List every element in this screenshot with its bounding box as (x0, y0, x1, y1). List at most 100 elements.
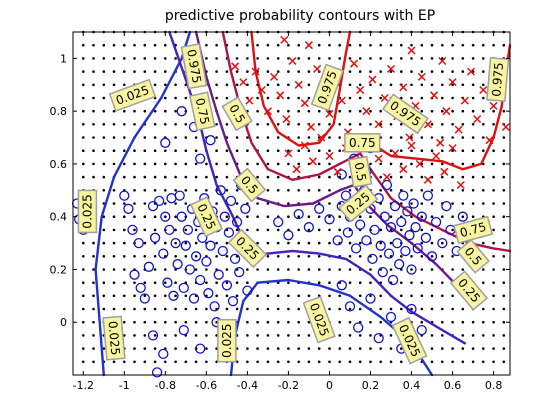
grid-dot (246, 162, 249, 166)
grid-dot (215, 162, 218, 166)
grid-dot (420, 268, 424, 271)
grid-dot (256, 202, 259, 205)
grid-dot (461, 70, 465, 73)
grid-dot (492, 281, 495, 285)
grid-dot (492, 334, 495, 337)
grid-dot (471, 149, 475, 152)
grid-dot (92, 70, 95, 73)
class0-point (406, 303, 417, 315)
grid-dot (451, 189, 454, 192)
grid-dot (164, 281, 167, 285)
grid-dot (502, 215, 506, 218)
grid-dot (133, 109, 136, 113)
grid-dot (451, 254, 454, 258)
grid-dot (184, 162, 188, 166)
grid-dot (266, 162, 270, 166)
contour-label-box (232, 167, 267, 203)
class0-point (158, 348, 169, 360)
grid-dot (338, 228, 342, 232)
grid-dot (297, 96, 301, 100)
grid-dot (297, 334, 301, 337)
class0-point (151, 367, 163, 378)
class0-point (149, 232, 161, 243)
contour-label-text: 0.75 (349, 136, 376, 150)
grid-dot (410, 70, 413, 73)
class0-point (430, 216, 442, 228)
grid-dot (379, 307, 383, 311)
grid-dot (184, 347, 188, 350)
class1-point (466, 67, 476, 76)
class0-point (203, 288, 214, 299)
contour-label-text: 0.975 (184, 48, 204, 84)
grid-dot (441, 162, 444, 166)
grid-dot (235, 43, 239, 47)
grid-dot (420, 189, 424, 192)
grid-dot (358, 281, 362, 285)
contour-line (194, 30, 475, 311)
grid-dot (153, 43, 157, 47)
grid-dot (471, 83, 475, 87)
grid-dot (82, 241, 85, 245)
class1-point (448, 78, 457, 87)
class1-point (284, 149, 293, 158)
grid-dot (143, 202, 147, 205)
class1-point (436, 138, 445, 147)
grid-dot (338, 347, 342, 350)
grid-dot (112, 136, 116, 139)
grid-dot (420, 254, 424, 258)
grid-dot (266, 136, 270, 139)
contour-line (168, 30, 249, 250)
grid-dot (133, 360, 136, 364)
grid-dot (328, 347, 331, 350)
grid-dot (225, 175, 229, 179)
grid-dot (82, 70, 85, 73)
grid-dot (420, 215, 424, 218)
grid-dot (215, 136, 218, 139)
grid-dot (328, 57, 331, 60)
grid-dot (328, 202, 331, 205)
grid-dot (287, 307, 290, 311)
grid-dot (123, 109, 126, 113)
grid-dot (471, 57, 475, 60)
grid-dot (205, 43, 208, 47)
grid-dot (430, 149, 434, 152)
grid-dot (451, 215, 454, 218)
grid-dot (482, 43, 485, 47)
class0-point (408, 198, 419, 209)
grid-dot (297, 149, 301, 152)
grid-dot (482, 347, 485, 350)
grid-dot (123, 57, 126, 60)
grid-dot (194, 254, 198, 258)
grid-dot (420, 96, 424, 100)
grid-dot (184, 320, 188, 324)
grid-dot (184, 136, 188, 139)
grid-dot (92, 123, 95, 126)
grid-dot (430, 281, 434, 285)
grid-dot (164, 320, 167, 324)
grid-dot (461, 136, 465, 139)
grid-dot (266, 241, 270, 245)
grid-dot (317, 149, 321, 152)
grid-dot (307, 189, 311, 192)
grid-dot (441, 320, 444, 324)
y-tick-label: 1 (60, 52, 67, 65)
contour-label-box (310, 63, 345, 112)
grid-dot (441, 281, 444, 285)
class1-point (423, 175, 432, 184)
contour-label-box (108, 78, 157, 112)
grid-dot (225, 123, 229, 126)
grid-dot (184, 189, 188, 192)
grid-dot (153, 70, 157, 73)
class1-point (440, 167, 449, 176)
grid-dot (328, 228, 331, 232)
grid-dot (451, 294, 454, 298)
grid-dot (317, 123, 321, 126)
grid-dot (82, 320, 85, 324)
grid-dot (143, 334, 147, 337)
grid-dot (389, 175, 393, 179)
grid-dot (430, 57, 434, 60)
class0-point (389, 200, 401, 212)
class0-point (387, 274, 399, 286)
class1-point (430, 91, 439, 100)
grid-dot (256, 57, 259, 60)
